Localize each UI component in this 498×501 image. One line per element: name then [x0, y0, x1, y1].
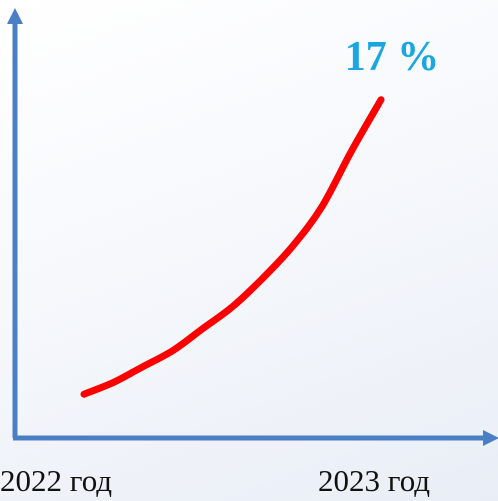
series-line: [80, 96, 385, 398]
end-value-label: 17 %: [345, 34, 440, 80]
x-tick-label-2023: 2023 год: [318, 463, 430, 498]
x-tick-label-2022: 2022 год: [0, 463, 112, 498]
